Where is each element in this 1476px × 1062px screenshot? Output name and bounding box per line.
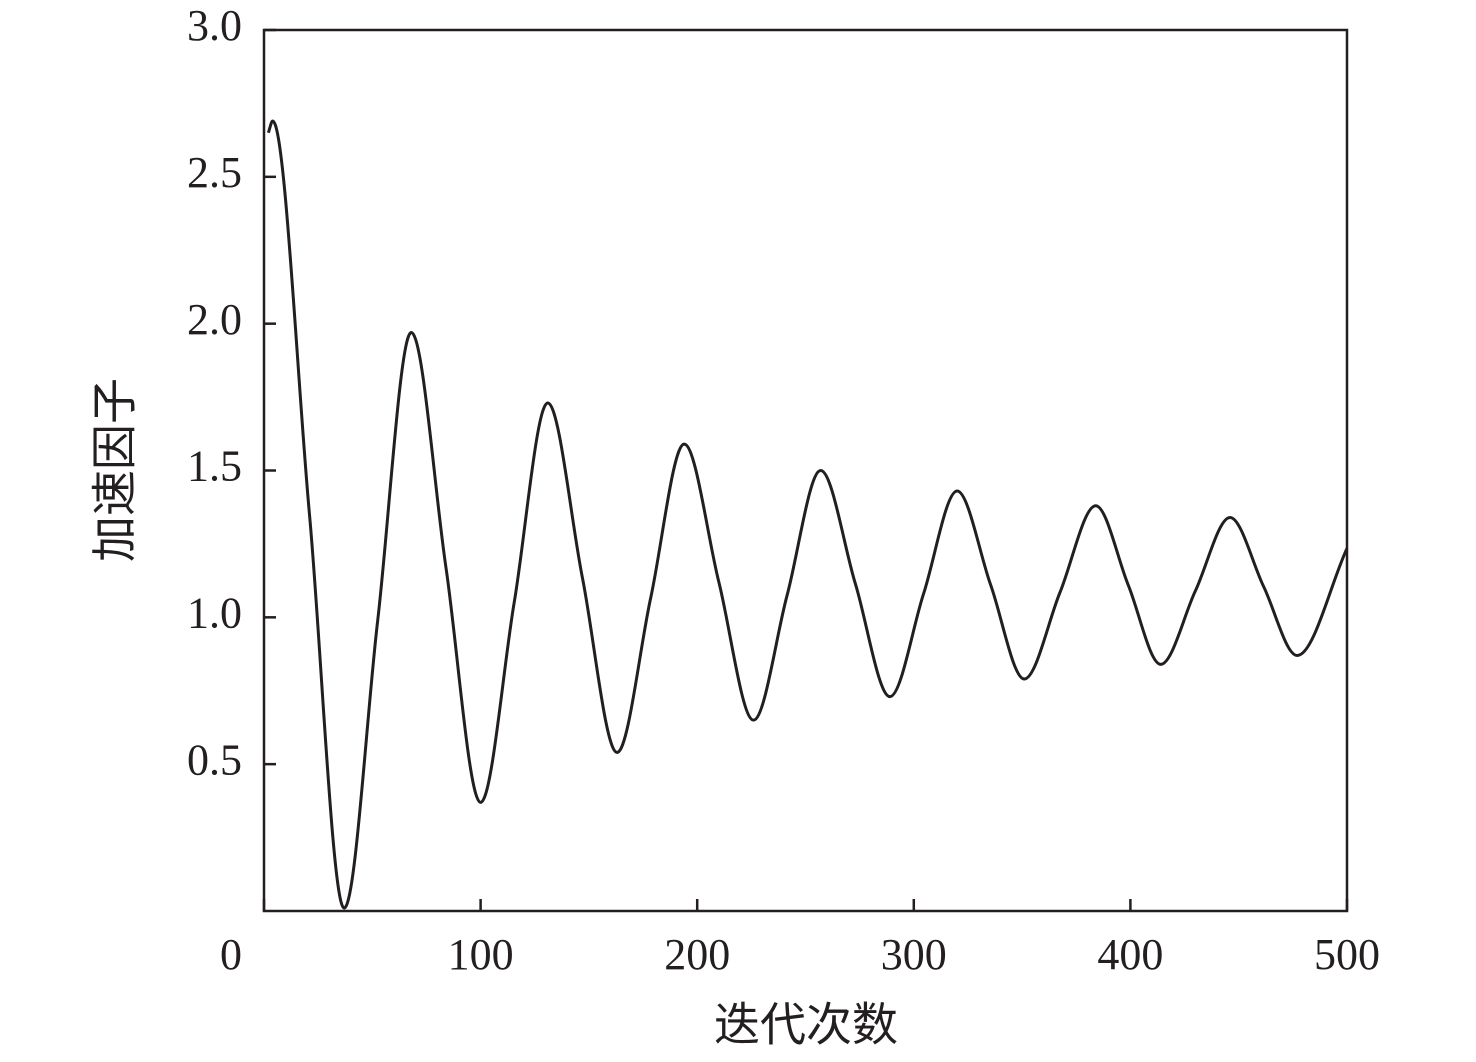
x-tick-label: 0 — [220, 930, 242, 979]
x-tick-label: 200 — [664, 930, 730, 979]
y-tick-label: 2.0 — [187, 295, 242, 344]
y-tick-label: 3.0 — [187, 1, 242, 50]
x-tick-label: 300 — [881, 930, 947, 979]
plot-frame — [262, 28, 1349, 913]
x-tick-label: 100 — [448, 930, 514, 979]
x-axis-label: 迭代次数 — [714, 1000, 898, 1051]
x-tick-label: 400 — [1097, 930, 1163, 979]
y-tick-label: 1.0 — [187, 588, 242, 637]
y-tick-label: 2.5 — [187, 148, 242, 197]
x-tick-label: 500 — [1314, 930, 1380, 979]
y-tick-label: 0.5 — [187, 735, 242, 784]
data-line — [266, 119, 1349, 910]
y-tick-label: 1.5 — [187, 442, 242, 491]
y-axis-label: 加速因子 — [90, 378, 141, 562]
